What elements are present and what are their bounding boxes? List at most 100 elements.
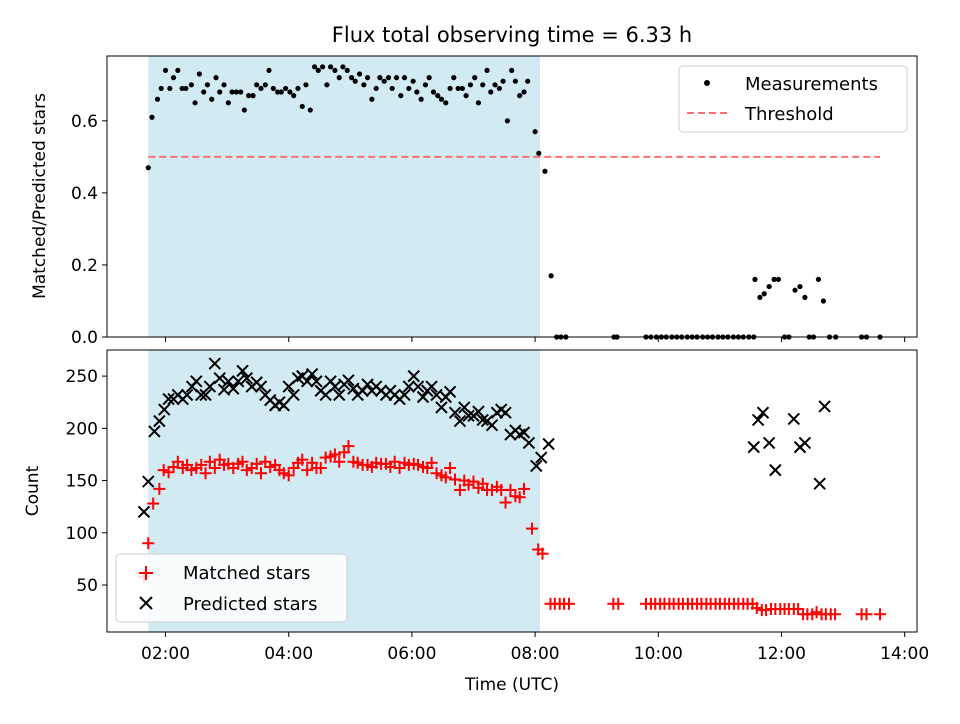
measurement-point [459,85,466,92]
y-tick-label: 50 [76,576,98,596]
predicted-star-point [769,463,782,477]
measurement-point [344,67,350,74]
measurement-point [361,82,367,88]
y-tick-label: 0.6 [71,112,98,132]
matched-star-point [860,608,873,621]
predicted-star-point [180,388,194,402]
measurement-point [241,107,247,113]
measurement-point [213,75,219,81]
x-tick-label: 04:00 [264,644,313,664]
y-tick-label: 0.4 [71,184,98,204]
predicted-star-point [453,414,467,428]
measurement-point [299,103,305,110]
measurement-point [504,118,510,124]
predicted-star-point [448,406,462,419]
measurement-point [766,283,772,290]
measurement-point [467,82,474,88]
measurement-point [385,75,392,81]
measurement-point [752,276,758,282]
matched-stars-points [137,440,887,621]
measurement-point [225,100,231,106]
predicted-star-point [517,426,531,439]
measurement-point [820,298,826,304]
predicted-star-point [203,380,217,393]
y-tick-label: 0.2 [71,256,98,276]
measurement-point [542,168,548,174]
matched-star-point [195,458,208,471]
matched-star-point [449,473,462,486]
predicted-star-point [787,412,801,426]
measurement-point [209,96,215,102]
predicted-star-point [747,440,760,454]
matched-star-point [453,483,466,496]
matched-star-point [829,608,842,621]
bottom-x-ticks: 02:00 04:00 06:00 08:00 10:00 12:00 14:00 [141,632,929,664]
measurement-point [771,276,777,282]
measurement-point [426,75,432,81]
predicted-star-point [310,375,323,388]
measurement-point [221,82,227,88]
measurement-point [266,67,272,74]
measurement-point [303,82,309,88]
matched-star-point [444,462,457,475]
measurement-point [389,85,395,92]
predicted-star-point [231,375,245,388]
measurement-point [196,71,202,77]
measurement-point [170,75,177,81]
measurement-point [761,291,767,297]
predicted-star-point [158,403,171,416]
predicted-stars-points [137,357,831,519]
measurement-point [418,96,424,102]
legend-threshold-label: Threshold [744,104,834,125]
matched-star-point [874,608,887,621]
predicted-star-point [190,375,203,388]
measurement-point [410,78,416,84]
matched-star-point [171,455,184,468]
predicted-star-point [818,400,831,413]
measurement-point [525,78,531,84]
top-y-ticks: 0.0 0.2 0.4 0.6 [71,112,107,348]
measurement-point [536,150,542,156]
measurement-point [401,75,408,81]
predicted-star-point [751,413,765,427]
measurement-point [472,75,478,81]
measurement-point [291,93,297,99]
measurement-point [324,82,330,88]
matched-star-point [199,467,212,480]
measurement-point [364,75,371,81]
x-tick-label: 02:00 [141,644,190,664]
predicted-star-point [199,388,212,402]
y-tick-label: 0.0 [71,328,98,348]
predicted-star-point [142,475,155,488]
matched-star-point [254,467,267,480]
measurement-point [393,75,400,81]
measurement-point [521,89,527,95]
measurement-point [154,96,161,102]
matched-star-point [439,471,452,484]
measurement-point [192,100,198,106]
legend-matched-label: Matched stars [183,563,310,584]
predicted-star-point [305,367,319,381]
predicted-star-point [756,406,770,419]
measurement-point [455,85,461,92]
measurement-point [517,93,523,99]
predicted-star-point [411,380,425,393]
predicted-star-point [347,382,360,395]
legend-measurements-label: Measurements [745,74,878,95]
predicted-star-point [485,418,499,432]
matched-star-point [499,496,512,509]
measurement-point [443,100,449,106]
measurement-point [480,82,486,88]
measurement-point [500,78,506,84]
matched-star-point [301,464,314,477]
predicted-star-point [542,437,555,451]
measurement-point [183,85,189,92]
predicted-star-point [402,380,416,393]
measurement-point [278,89,284,95]
measurement-point [319,64,326,70]
matched-star-point [513,491,526,504]
predicted-star-point [236,364,249,378]
legend-predicted-label: Predicted stars [183,594,317,615]
measurement-point [162,67,169,74]
top-y-axis-label: Matched/Predicted stars [30,93,50,299]
